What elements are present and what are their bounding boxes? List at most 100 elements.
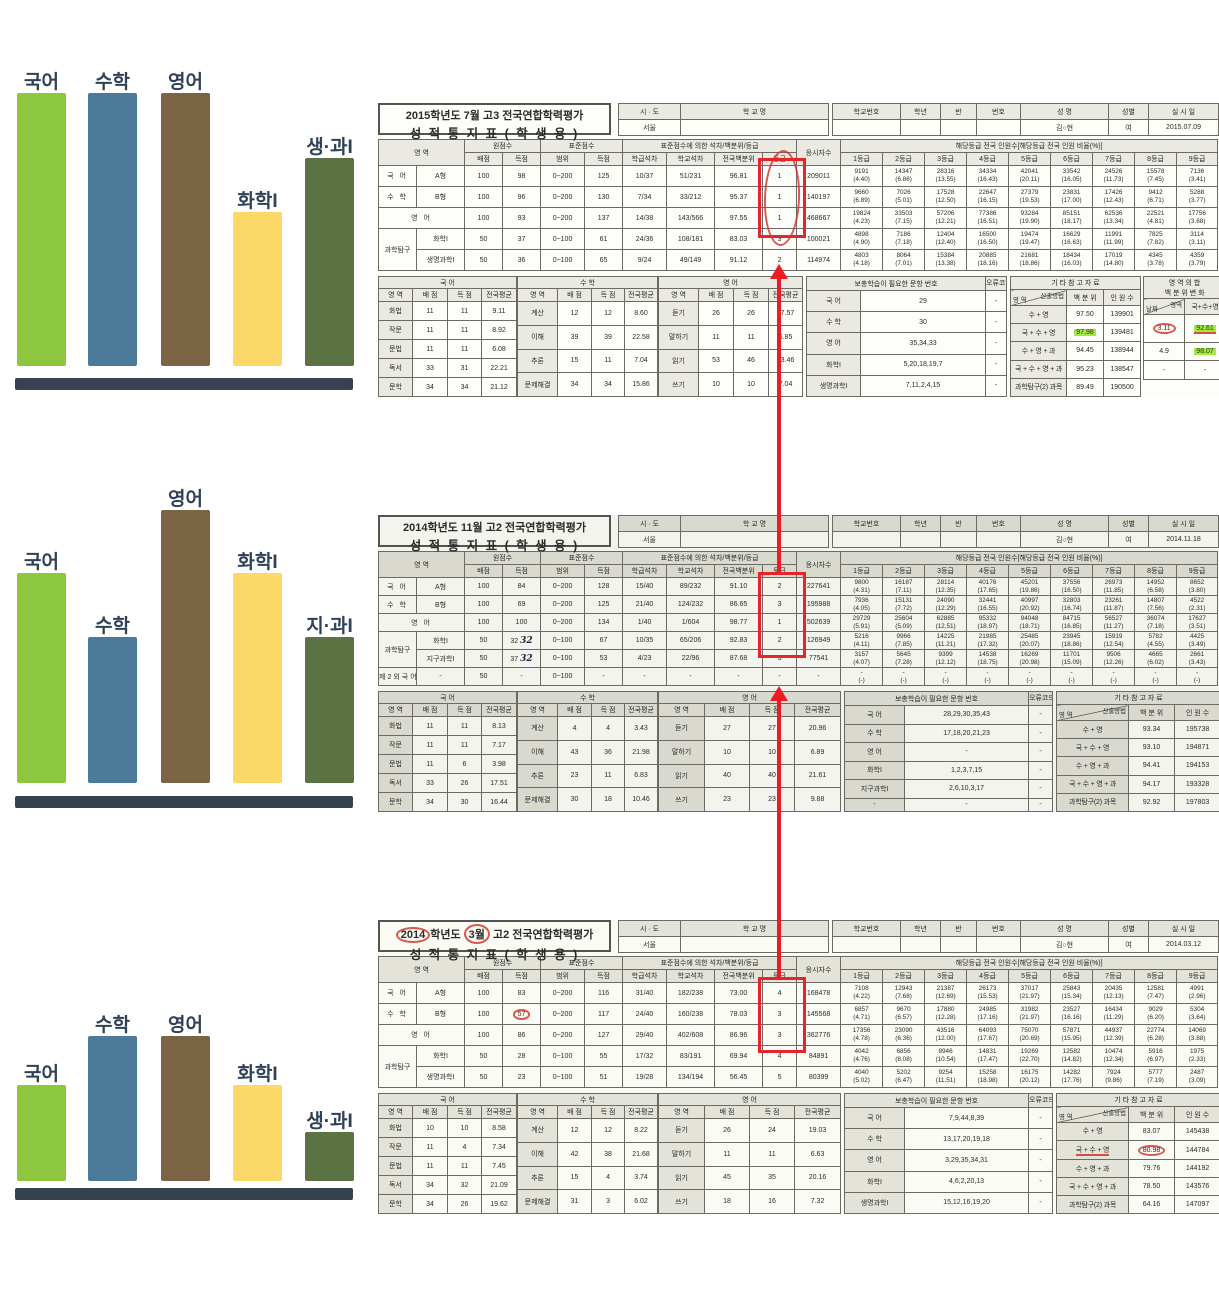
dist-percent: (19.90) xyxy=(1019,218,1040,225)
dist-percent: (20.11) xyxy=(1019,176,1040,183)
diag-method-label: 산출방법 xyxy=(1102,1110,1127,1117)
reference-count-value: 139481 xyxy=(1110,329,1134,337)
reference-percentile-value: 78.50 xyxy=(1128,1177,1176,1197)
info-value xyxy=(976,531,1021,548)
score-cell: 100 xyxy=(464,207,504,229)
distribution-cell: 15919 (12.54) xyxy=(1092,631,1136,650)
dist-percent: (11.87) xyxy=(1103,604,1124,612)
dist-percent: (7.68) xyxy=(895,993,912,1000)
subject-type-cell: B형 xyxy=(415,595,466,614)
dist-count: 62536 xyxy=(1104,210,1123,217)
dist-count: 40997 xyxy=(1020,596,1039,604)
reference-title: 기 타 참 고 자 료 xyxy=(1056,1093,1219,1107)
diag-area-label: 영 역 xyxy=(1013,297,1027,304)
subject-cell: 국 어 xyxy=(378,577,417,596)
sub-value: 3 xyxy=(591,1189,626,1214)
subject-type-cell: B형 xyxy=(415,186,466,208)
dist-percent: (7.85) xyxy=(895,640,912,648)
grade-cell: 1 xyxy=(762,613,798,632)
dist-percent: (13.34) xyxy=(1103,218,1124,225)
dist-percent: (18.17) xyxy=(1061,218,1082,225)
distribution-cell: 29729 (5.91) xyxy=(840,613,884,632)
dist-count: 19269 xyxy=(1020,1048,1039,1055)
score-cell: 65/206 xyxy=(666,631,716,650)
dist-percent: (4.05) xyxy=(853,604,870,612)
reference-diagonal-header: 산출방법 영 역 xyxy=(1010,289,1068,306)
score-cell: 1/604 xyxy=(666,613,716,632)
score-cell: - xyxy=(666,667,716,686)
reference-count-value: 193328 xyxy=(1174,774,1219,794)
distribution-cell: 4522 (2.31) xyxy=(1176,595,1219,614)
distribution-cell: 77386 (16.51) xyxy=(966,207,1010,229)
sub-value: 31 xyxy=(447,358,482,378)
header-sub: 학급석차 xyxy=(622,564,668,578)
reference-count-value: 195738 xyxy=(1174,719,1219,740)
dist-percent: (6.28) xyxy=(1147,1035,1164,1042)
table-row: 국 어 7,9,44,8,39- xyxy=(844,1106,1054,1130)
sub-col-header: 득 점 xyxy=(447,1105,482,1119)
header-sub: 득점 xyxy=(502,969,542,983)
table-row: 영 역 원점수 표준점수 표준점수에 의한 석차/백분위/등급 응시자수 해당등급 전국 … xyxy=(377,139,1219,166)
region-value: 서울 xyxy=(618,119,681,136)
subject-group-cell: 과학탐구 xyxy=(378,1045,417,1088)
table-row: 화학I 4,6,2,20,13- xyxy=(844,1170,1054,1193)
dist-percent: (12.29) xyxy=(935,604,956,612)
reference-percentile-value: 93.10 xyxy=(1142,744,1161,752)
dist-count: 14069 xyxy=(1188,1027,1206,1034)
score-cell: 0~200 xyxy=(540,595,586,614)
distribution-cell: 24090 (12.29) xyxy=(924,595,968,614)
score-cell: 7/34 xyxy=(622,186,668,208)
supplement-questions: 7,9,44,8,39 xyxy=(904,1106,1030,1130)
distribution-cell: 17756 (3.68) xyxy=(1176,207,1219,229)
info-value xyxy=(832,531,901,548)
table-row: 3.11 92.61 xyxy=(1143,314,1219,343)
supplement-subject: 영 어 xyxy=(844,742,906,762)
dist-count: 84715 xyxy=(1062,614,1081,622)
header-rank: 표준점수에 의한 석차/백분위/등급 xyxy=(622,956,798,970)
error-code-value: - xyxy=(1028,742,1054,762)
table-row: 4.9 98.07 xyxy=(1143,341,1219,362)
table-row: 국 어 xyxy=(377,276,518,289)
dist-percent: (20.12) xyxy=(1019,1077,1040,1084)
sub-col-header: 배 점 xyxy=(704,1105,751,1119)
distribution-cell: 4991 (2.96) xyxy=(1176,982,1219,1004)
dist-percent: (-) xyxy=(942,676,949,684)
score-cell: 23 xyxy=(502,1066,542,1088)
score-cell: 83/191 xyxy=(666,1045,716,1067)
table-row: 국 + 수 + 영 93.10 194871 xyxy=(1056,738,1219,758)
dist-count: 16629 xyxy=(1062,231,1081,238)
reference-percentile-value: 92.92 xyxy=(1128,792,1176,813)
dist-percent: (7.72) xyxy=(895,604,912,612)
sub-value: 15 xyxy=(557,348,593,374)
distribution-cell: 10474 (12.34) xyxy=(1092,1045,1136,1067)
sub-value: 4 xyxy=(591,716,626,741)
score-cell: 49/149 xyxy=(666,249,716,271)
table-row: 읽기 53 46 23.46 xyxy=(658,348,804,374)
table-row: 영 어 xyxy=(658,1093,842,1106)
score-cell: 50 xyxy=(464,249,504,271)
distribution-cell: 17019 (14.80) xyxy=(1092,249,1136,271)
distribution-cell: 7936 (4.05) xyxy=(840,595,884,614)
info-value: 2015.07.09 xyxy=(1148,119,1219,136)
info-value xyxy=(900,531,941,548)
distribution-cell: 9660 (6.89) xyxy=(840,186,884,208)
dist-count: 21985 xyxy=(978,632,997,640)
table-row: 작문 11 11 7.17 xyxy=(378,735,518,755)
reference-count-value: 138547 xyxy=(1103,359,1142,379)
error-code-value: - xyxy=(985,311,1008,334)
dist-count: 21681 xyxy=(1020,252,1039,259)
dist-percent: (17.00) xyxy=(1061,197,1082,204)
change-date-value: - xyxy=(1143,360,1186,380)
grade-bar-수학 xyxy=(88,93,137,366)
reference-percentile-value: 80.98 xyxy=(1137,1144,1166,1156)
dist-count: 77386 xyxy=(978,210,997,217)
dist-percent: (16.03) xyxy=(1061,260,1082,267)
dist-percent: (-) xyxy=(1026,676,1033,684)
sub-col-header: 영 역 xyxy=(658,1105,706,1119)
table-row: -- xyxy=(1143,360,1219,380)
score-cell: 51/231 xyxy=(666,165,716,187)
dist-percent: (12.21) xyxy=(935,218,956,225)
